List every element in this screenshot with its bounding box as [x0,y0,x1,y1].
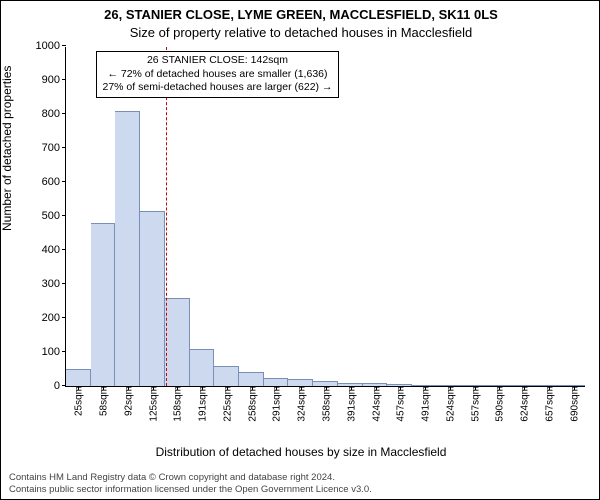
y-tick-mark [62,147,66,148]
histogram-bar [264,378,289,387]
x-tick-label: 524sqm [443,386,456,422]
y-tick-label: 700 [42,142,66,154]
histogram-bar [165,298,190,386]
x-tick-label: 657sqm [542,386,555,422]
plot-area: 26 STANIER CLOSE: 142sqm ← 72% of detach… [65,47,585,387]
y-tick-label: 900 [42,74,66,86]
histogram-bar [239,372,264,386]
x-tick-label: 391sqm [344,386,357,422]
x-tick-label: 58sqm [97,386,110,416]
y-tick-label: 300 [42,278,66,290]
x-tick-label: 491sqm [419,386,432,422]
y-tick-label: 1000 [36,40,66,52]
x-tick-label: 358sqm [320,386,333,422]
chart-title-line2: Size of property relative to detached ho… [1,25,600,40]
y-tick-mark [62,385,66,386]
x-tick-label: 92sqm [121,386,134,416]
y-tick-label: 200 [42,312,66,324]
chart-container: 26, STANIER CLOSE, LYME GREEN, MACCLESFI… [0,0,600,500]
x-axis-label: Distribution of detached houses by size … [1,445,600,459]
footer-line1: Contains HM Land Registry data © Crown c… [9,472,372,483]
x-tick-label: 557sqm [468,386,481,422]
footer-attribution: Contains HM Land Registry data © Crown c… [9,472,372,495]
y-tick-mark [62,113,66,114]
histogram-bar [190,349,215,386]
y-tick-mark [62,181,66,182]
y-axis-label: Number of detached properties [0,66,14,231]
y-tick-mark [62,45,66,46]
y-tick-mark [62,283,66,284]
annotation-box: 26 STANIER CLOSE: 142sqm ← 72% of detach… [96,51,340,98]
x-tick-label: 324sqm [295,386,308,422]
y-tick-label: 600 [42,176,66,188]
x-tick-label: 590sqm [493,386,506,422]
histogram-bar [288,379,313,386]
y-tick-label: 500 [42,210,66,222]
x-tick-label: 457sqm [394,386,407,422]
y-tick-label: 0 [54,380,66,392]
annotation-line3: 27% of semi-detached houses are larger (… [103,81,333,95]
histogram-bar [115,111,140,386]
y-tick-label: 800 [42,108,66,120]
x-tick-label: 291sqm [270,386,283,422]
y-tick-label: 400 [42,244,66,256]
y-tick-mark [62,79,66,80]
x-tick-label: 125sqm [146,386,159,422]
histogram-bar [140,211,165,386]
x-tick-label: 191sqm [196,386,209,422]
y-tick-mark [62,215,66,216]
x-tick-label: 158sqm [171,386,184,422]
footer-line2: Contains public sector information licen… [9,484,372,495]
x-tick-label: 690sqm [567,386,580,422]
x-tick-label: 25sqm [72,386,85,416]
x-tick-label: 624sqm [518,386,531,422]
x-tick-label: 424sqm [369,386,382,422]
y-tick-mark [62,249,66,250]
histogram-bar [66,369,91,386]
y-tick-mark [62,317,66,318]
chart-title-line1: 26, STANIER CLOSE, LYME GREEN, MACCLESFI… [1,7,600,22]
x-tick-label: 258sqm [245,386,258,422]
histogram-bar [91,223,116,386]
y-tick-label: 100 [42,346,66,358]
x-tick-label: 225sqm [220,386,233,422]
annotation-line2: ← 72% of detached houses are smaller (1,… [103,68,333,82]
annotation-line1: 26 STANIER CLOSE: 142sqm [103,54,333,68]
y-tick-mark [62,351,66,352]
histogram-bar [214,366,239,386]
